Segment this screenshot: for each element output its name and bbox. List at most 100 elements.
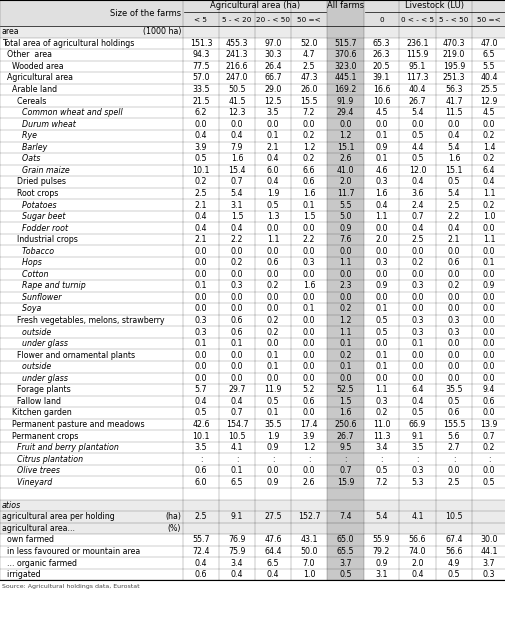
Text: 0.5: 0.5	[194, 408, 207, 417]
Text: 0.3: 0.3	[375, 397, 387, 406]
Text: 0.3: 0.3	[411, 316, 423, 325]
Text: Oats: Oats	[2, 154, 40, 163]
Text: 0.1: 0.1	[266, 351, 279, 360]
Text: 0.7: 0.7	[482, 432, 494, 441]
Text: 7.0: 7.0	[302, 559, 315, 568]
Text: 0.4: 0.4	[447, 224, 460, 233]
Bar	[326, 130, 363, 142]
Bar	[326, 257, 363, 269]
Text: 0.0: 0.0	[338, 374, 351, 383]
Bar	[326, 315, 363, 326]
Text: 20 - < 50: 20 - < 50	[256, 17, 289, 23]
Text: 1.1: 1.1	[338, 258, 351, 267]
Text: 0.3: 0.3	[375, 178, 387, 186]
Text: 1.9: 1.9	[266, 189, 279, 198]
Text: 0.4: 0.4	[411, 178, 423, 186]
Text: outside: outside	[2, 327, 51, 337]
Bar	[0, 523, 505, 534]
Text: 0.4: 0.4	[194, 131, 207, 140]
Text: (1000 ha): (1000 ha)	[142, 27, 181, 36]
Text: 0.4: 0.4	[194, 224, 207, 233]
Text: 0.0: 0.0	[302, 351, 315, 360]
Text: 0.0: 0.0	[302, 270, 315, 279]
Text: 2.0: 2.0	[338, 178, 351, 186]
Bar	[326, 569, 363, 580]
Text: 247.0: 247.0	[225, 73, 248, 82]
Text: 2.1: 2.1	[266, 143, 279, 152]
Text: Root crops: Root crops	[2, 189, 58, 198]
Text: 0.0: 0.0	[194, 305, 207, 313]
Text: 0.4: 0.4	[194, 397, 207, 406]
Text: 41.7: 41.7	[444, 97, 462, 106]
Text: 1.0: 1.0	[302, 570, 315, 579]
Text: 0.0: 0.0	[230, 351, 243, 360]
Text: 35.5: 35.5	[264, 420, 281, 429]
Text: 0.4: 0.4	[230, 131, 243, 140]
Text: 5 - < 20: 5 - < 20	[222, 17, 251, 23]
Text: 10.6: 10.6	[372, 97, 389, 106]
Text: 65.3: 65.3	[372, 39, 389, 48]
Text: 0.0: 0.0	[482, 246, 494, 256]
Text: 0.2: 0.2	[411, 258, 423, 267]
Text: Total area of agricultural holdings: Total area of agricultural holdings	[2, 39, 134, 48]
Text: 55.7: 55.7	[192, 535, 210, 545]
Text: 0.4: 0.4	[266, 178, 279, 186]
Text: 3.1: 3.1	[230, 200, 243, 210]
Text: 0.1: 0.1	[338, 339, 351, 348]
Text: 117.3: 117.3	[406, 73, 428, 82]
Bar	[0, 499, 505, 511]
Text: 250.6: 250.6	[334, 420, 356, 429]
Text: 2.3: 2.3	[338, 281, 351, 290]
Text: Agricultural area: Agricultural area	[2, 73, 73, 82]
Text: 0.4: 0.4	[230, 224, 243, 233]
Text: 0.1: 0.1	[230, 466, 243, 475]
Bar	[326, 107, 363, 118]
Text: 0.7: 0.7	[230, 408, 243, 417]
Text: 15.9: 15.9	[336, 478, 354, 487]
Bar	[326, 26, 363, 37]
Text: 0.0: 0.0	[302, 408, 315, 417]
Bar	[326, 49, 363, 61]
Text: 370.6: 370.6	[334, 51, 356, 59]
Text: 0.4: 0.4	[194, 212, 207, 221]
Text: 0.5: 0.5	[411, 131, 423, 140]
Text: 2.5: 2.5	[411, 235, 423, 244]
Text: 0.0: 0.0	[447, 270, 460, 279]
Text: Cotton: Cotton	[2, 270, 48, 279]
Text: 41.0: 41.0	[336, 166, 354, 175]
Text: 29.0: 29.0	[264, 85, 281, 94]
Text: 2.1: 2.1	[194, 200, 207, 210]
Text: Kitchen garden: Kitchen garden	[2, 408, 72, 417]
Text: 0.0: 0.0	[230, 119, 243, 129]
Text: 20.5: 20.5	[372, 62, 389, 71]
Text: 0.0: 0.0	[230, 293, 243, 302]
Text: Agricultural area (ha): Agricultural area (ha)	[210, 1, 299, 10]
Text: 515.7: 515.7	[334, 39, 356, 48]
Text: 5.3: 5.3	[411, 478, 423, 487]
Text: 5.4: 5.4	[375, 513, 387, 521]
Text: 15.5: 15.5	[299, 97, 317, 106]
Text: 5.5: 5.5	[338, 200, 351, 210]
Bar	[326, 0, 363, 26]
Text: 0.2: 0.2	[375, 408, 387, 417]
Text: 3.4: 3.4	[375, 443, 387, 452]
Text: Other  area: Other area	[2, 51, 52, 59]
Text: 47.0: 47.0	[479, 39, 497, 48]
Text: 65.5: 65.5	[336, 547, 354, 556]
Text: 0 < - < 5: 0 < - < 5	[400, 17, 433, 23]
Text: 0.4: 0.4	[375, 200, 387, 210]
Text: :: :	[487, 454, 489, 464]
Text: atios: atios	[2, 501, 21, 510]
Text: 1.1: 1.1	[338, 327, 351, 337]
Text: 1.6: 1.6	[302, 281, 315, 290]
Text: 55.9: 55.9	[372, 535, 389, 545]
Text: 64.4: 64.4	[264, 547, 281, 556]
Text: 16.6: 16.6	[372, 85, 389, 94]
Text: 0.0: 0.0	[194, 270, 207, 279]
Text: 11.7: 11.7	[336, 189, 354, 198]
Text: 77.5: 77.5	[192, 62, 210, 71]
Text: 65.0: 65.0	[336, 535, 354, 545]
Text: 0.0: 0.0	[482, 374, 494, 383]
Text: Barley: Barley	[2, 143, 47, 152]
Text: 1.9: 1.9	[266, 432, 279, 441]
